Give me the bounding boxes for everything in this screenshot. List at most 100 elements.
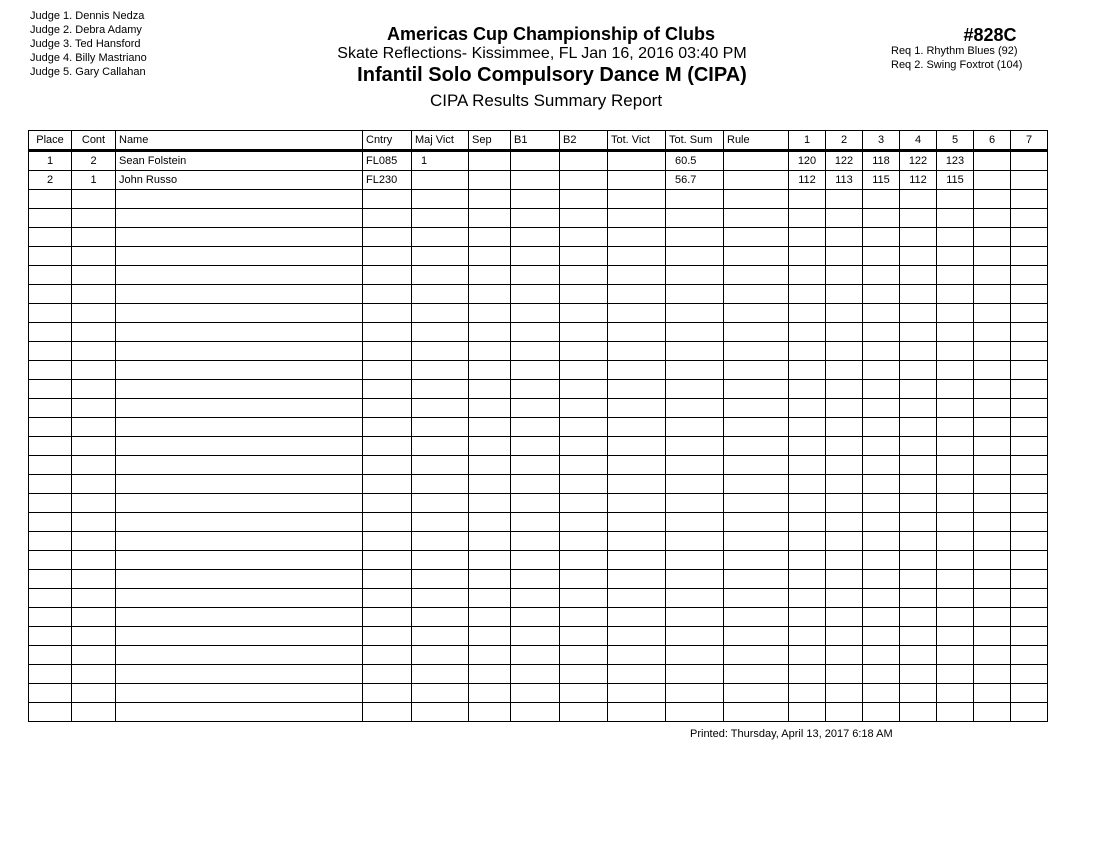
table-cell (468, 626, 511, 646)
table-cell (899, 474, 937, 494)
table-cell (115, 303, 363, 323)
table-cell (723, 474, 789, 494)
table-cell (788, 246, 826, 266)
table-cell (973, 379, 1011, 399)
table-cell (936, 417, 974, 437)
table-cell (411, 683, 469, 703)
table-cell (899, 588, 937, 608)
table-cell (973, 417, 1011, 437)
table-cell (28, 626, 72, 646)
empty-table-row (28, 683, 1048, 703)
table-cell (1010, 626, 1048, 646)
table-cell (973, 265, 1011, 285)
table-cell (788, 512, 826, 532)
table-cell (723, 493, 789, 513)
table-cell (607, 417, 666, 437)
table-cell (825, 360, 863, 380)
table-cell (723, 246, 789, 266)
table-cell (607, 284, 666, 304)
table-cell (862, 493, 900, 513)
table-cell (28, 398, 72, 418)
table-cell (411, 702, 469, 722)
empty-table-row (28, 550, 1048, 570)
table-cell (723, 531, 789, 551)
table-cell (115, 645, 363, 665)
event-code: #828C (963, 25, 1017, 45)
table-cell (468, 664, 511, 684)
table-cell (362, 208, 412, 228)
table-cell (899, 702, 937, 722)
table-cell (411, 170, 469, 190)
table-cell (115, 341, 363, 361)
table-cell (825, 265, 863, 285)
table-cell (362, 189, 412, 209)
table-cell (411, 645, 469, 665)
table-cell (973, 360, 1011, 380)
table-cell (862, 531, 900, 551)
table-cell (28, 702, 72, 722)
table-cell (973, 512, 1011, 532)
table-cell (899, 417, 937, 437)
table-cell (1010, 493, 1048, 513)
table-cell (723, 455, 789, 475)
table-cell (936, 379, 974, 399)
table-cell (607, 474, 666, 494)
table-cell (899, 189, 937, 209)
table-cell (665, 398, 724, 418)
table-cell (862, 303, 900, 323)
table-cell (510, 455, 560, 475)
table-cell (607, 265, 666, 285)
table-cell (1010, 550, 1048, 570)
table-cell (468, 588, 511, 608)
table-cell (362, 322, 412, 342)
table-cell (973, 398, 1011, 418)
table-cell (723, 569, 789, 589)
table-cell (825, 531, 863, 551)
table-cell (115, 227, 363, 247)
table-cell (115, 360, 363, 380)
table-cell (862, 702, 900, 722)
printed-timestamp: Printed: Thursday, April 13, 2017 6:18 A… (690, 728, 893, 740)
table-cell (825, 664, 863, 684)
table-cell (665, 702, 724, 722)
table-cell (825, 512, 863, 532)
table-cell (862, 474, 900, 494)
table-cell (115, 417, 363, 437)
table-cell (28, 417, 72, 437)
table-cell (899, 360, 937, 380)
table-cell (825, 569, 863, 589)
table-cell (607, 150, 666, 171)
table-cell (607, 550, 666, 570)
table-cell (362, 455, 412, 475)
table-cell (936, 436, 974, 456)
table-cell (973, 607, 1011, 627)
table-cell: Sean Folstein (115, 150, 363, 171)
table-cell (825, 645, 863, 665)
table-cell (788, 360, 826, 380)
table-cell (973, 284, 1011, 304)
table-cell (973, 303, 1011, 323)
table-cell (862, 227, 900, 247)
table-cell (559, 474, 608, 494)
table-cell (559, 493, 608, 513)
table-cell (115, 569, 363, 589)
table-cell (607, 436, 666, 456)
table-cell (862, 246, 900, 266)
table-cell (723, 341, 789, 361)
table-cell (28, 341, 72, 361)
table-cell (411, 189, 469, 209)
table-cell (510, 626, 560, 646)
empty-table-row (28, 265, 1048, 285)
table-cell (607, 227, 666, 247)
table-cell (607, 246, 666, 266)
table-cell (71, 645, 116, 665)
table-cell (973, 588, 1011, 608)
table-cell (973, 150, 1011, 171)
table-cell (1010, 569, 1048, 589)
empty-table-row (28, 607, 1048, 627)
table-cell (362, 493, 412, 513)
table-cell (71, 436, 116, 456)
table-cell (607, 569, 666, 589)
table-cell (71, 664, 116, 684)
table-cell (362, 550, 412, 570)
